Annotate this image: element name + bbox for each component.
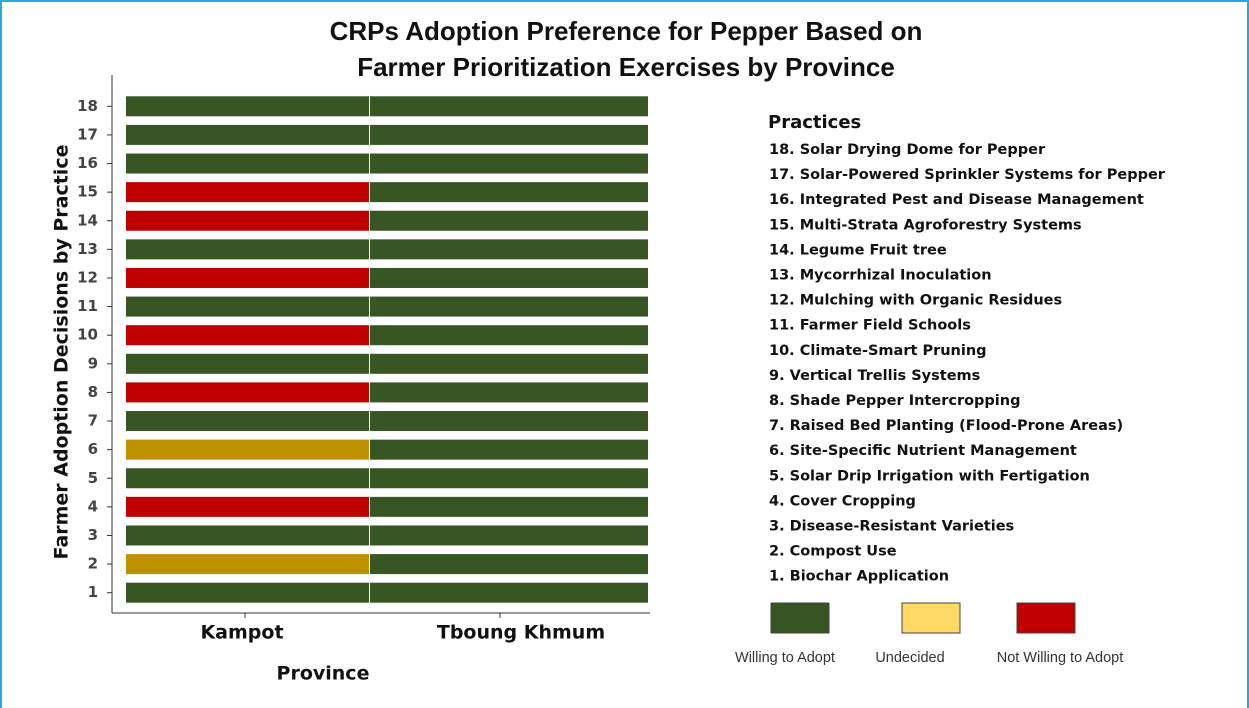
cell <box>370 382 648 403</box>
legend-item: 2. Compost Use <box>769 544 897 560</box>
legend-item: 10. Climate-Smart Pruning <box>769 343 987 359</box>
legend-swatch <box>901 602 961 634</box>
y-tick-label: 13 <box>77 240 98 258</box>
cell <box>126 296 369 317</box>
legend-item: 1. Biochar Application <box>769 569 949 585</box>
cell <box>370 96 648 117</box>
cell <box>370 296 648 317</box>
cell <box>126 411 369 432</box>
y-tick-label: 9 <box>88 354 98 372</box>
cell <box>126 325 369 346</box>
cell <box>370 325 648 346</box>
cell <box>370 468 648 489</box>
y-tick-label: 17 <box>77 125 98 143</box>
chart-title: CRPs Adoption Preference for Pepper Base… <box>330 16 923 46</box>
y-axis-title: Farmer Adoption Decisions by Practice <box>51 145 73 560</box>
y-tick-label: 11 <box>77 297 98 315</box>
cell <box>126 582 369 603</box>
y-tick-label: 14 <box>77 211 98 229</box>
cell <box>370 439 648 460</box>
legend-label: Willing to Adopt <box>735 650 835 666</box>
y-tick-label: 2 <box>88 555 98 573</box>
y-tick-label: 10 <box>77 326 98 344</box>
cell <box>126 554 369 575</box>
cell <box>126 210 369 231</box>
cell <box>370 124 648 145</box>
y-tick-label: 4 <box>88 497 98 515</box>
x-tick-label: Tboung Khmum <box>437 622 605 644</box>
legend-item: 11. Farmer Field Schools <box>769 318 971 334</box>
legend-item: 14. Legume Fruit tree <box>769 242 947 258</box>
legend-item: 12. Mulching with Organic Residues <box>769 293 1062 309</box>
legend-label: Undecided <box>875 650 944 666</box>
y-tick-label: 12 <box>77 268 98 286</box>
legend-item: 7. Raised Bed Planting (Flood-Prone Area… <box>769 418 1123 434</box>
cell <box>370 239 648 260</box>
cell <box>126 182 369 203</box>
y-tick-label: 8 <box>88 383 98 401</box>
legend-item: 6. Site-Specific Nutrient Management <box>769 443 1077 459</box>
cell <box>126 124 369 145</box>
x-axis-title: Province <box>277 663 370 685</box>
x-tick-label: Kampot <box>200 622 283 644</box>
chart-title: Farmer Prioritization Exercises by Provi… <box>357 52 895 82</box>
y-tick-label: 1 <box>88 583 98 601</box>
y-tick-label: 16 <box>77 154 98 172</box>
cell <box>370 210 648 231</box>
cell <box>126 496 369 517</box>
legend-swatch <box>1016 602 1076 634</box>
cell <box>370 182 648 203</box>
y-tick-label: 7 <box>88 412 98 430</box>
cell <box>126 267 369 288</box>
cell <box>126 153 369 174</box>
cell <box>370 496 648 517</box>
cell <box>370 267 648 288</box>
cell <box>126 353 369 374</box>
y-tick-label: 18 <box>77 97 98 115</box>
cell <box>126 468 369 489</box>
cell <box>370 153 648 174</box>
legend-item: 9. Vertical Trellis Systems <box>769 368 980 384</box>
legend-item: 16. Integrated Pest and Disease Manageme… <box>769 192 1144 208</box>
legend-item: 5. Solar Drip Irrigation with Fertigatio… <box>769 468 1090 484</box>
legend-item: 17. Solar-Powered Sprinkler Systems for … <box>769 167 1166 183</box>
cell <box>370 411 648 432</box>
cell <box>126 239 369 260</box>
cell <box>370 554 648 575</box>
legend-item: 13. Mycorrhizal Inoculation <box>769 268 992 284</box>
cell <box>370 582 648 603</box>
y-tick-label: 6 <box>88 440 98 458</box>
cell <box>126 96 369 117</box>
y-tick-label: 15 <box>77 183 98 201</box>
legend-item: 18. Solar Drying Dome for Pepper <box>769 142 1046 158</box>
legend-item: 4. Cover Cropping <box>769 493 916 509</box>
cell <box>370 353 648 374</box>
cell <box>126 525 369 546</box>
cell <box>370 525 648 546</box>
cell <box>126 382 369 403</box>
legend-item: 8. Shade Pepper Intercropping <box>769 393 1020 409</box>
y-tick-label: 3 <box>88 526 98 544</box>
legend-item: 15. Multi-Strata Agroforestry Systems <box>769 217 1082 233</box>
cell <box>126 439 369 460</box>
legend-title: Practices <box>768 112 861 133</box>
legend-swatch <box>770 602 830 634</box>
legend-label: Not Willing to Adopt <box>997 650 1124 666</box>
legend-item: 3. Disease-Resistant Varieties <box>769 519 1014 535</box>
y-tick-label: 5 <box>88 469 98 487</box>
